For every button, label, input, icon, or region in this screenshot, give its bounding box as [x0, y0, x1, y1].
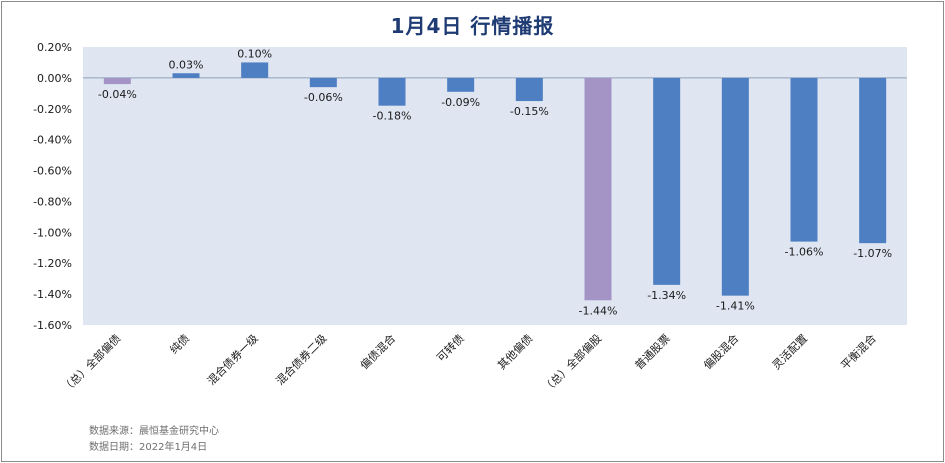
- bar: [103, 77, 131, 85]
- y-tick-label: 0.00%: [37, 72, 72, 85]
- x-tick-label: 混合债券二级: [273, 331, 330, 388]
- y-tick-label: -1.60%: [33, 319, 72, 332]
- bar: [584, 77, 612, 301]
- plot-area: [83, 47, 907, 325]
- data-label: -1.44%: [579, 304, 618, 317]
- y-tick-label: -1.20%: [33, 257, 72, 270]
- y-tick-label: 0.20%: [37, 41, 72, 54]
- y-tick-label: -0.80%: [33, 195, 72, 208]
- x-tick-label: 偏债混合: [357, 331, 398, 372]
- data-label: 0.10%: [237, 47, 272, 60]
- data-label: -0.18%: [373, 110, 412, 123]
- data-label: -1.41%: [716, 300, 755, 313]
- bar: [515, 77, 543, 102]
- x-tick-label: 偏股混合: [700, 331, 741, 372]
- bar: [378, 77, 406, 106]
- data-label: -1.34%: [647, 289, 686, 302]
- data-label: -0.06%: [304, 91, 343, 104]
- x-tick-label: 纯债: [167, 331, 192, 356]
- x-tick-label: 灵活配置: [770, 332, 810, 372]
- x-tick-label: 可转债: [434, 331, 467, 364]
- data-label: 0.03%: [169, 58, 204, 71]
- date-note: 数据日期：2022年1月4日: [89, 442, 208, 453]
- x-tick-label: 普通股票: [632, 331, 673, 372]
- x-tick-label: 混合债券一级: [204, 331, 261, 388]
- bar: [790, 77, 818, 242]
- chart-title: 1月4日 行情播报: [390, 14, 555, 38]
- bar: [309, 77, 337, 88]
- y-tick-label: -1.40%: [33, 288, 72, 301]
- data-label: -0.04%: [98, 88, 137, 101]
- bar: [653, 77, 681, 285]
- data-label: -0.09%: [441, 96, 480, 109]
- data-label: -0.15%: [510, 105, 549, 118]
- y-tick-label: -0.60%: [33, 165, 72, 178]
- source-note: 数据来源：晨恒基金研究中心: [89, 426, 219, 437]
- data-label: -1.07%: [853, 247, 892, 260]
- x-tick-label: （总）全部偏债: [59, 331, 123, 395]
- y-tick-label: -0.40%: [33, 134, 72, 147]
- bar: [721, 77, 749, 296]
- x-tick-label: 平衡混合: [838, 331, 879, 372]
- data-label: -1.06%: [785, 246, 824, 259]
- bar: [241, 62, 269, 78]
- x-tick-label: （总）全部偏股: [540, 331, 604, 395]
- bar: [172, 73, 200, 78]
- y-tick-label: -0.20%: [33, 103, 72, 116]
- bar: [859, 77, 887, 244]
- x-tick-label: 其他偏债: [494, 331, 535, 372]
- bar: [447, 77, 475, 92]
- y-tick-label: -1.00%: [33, 226, 72, 239]
